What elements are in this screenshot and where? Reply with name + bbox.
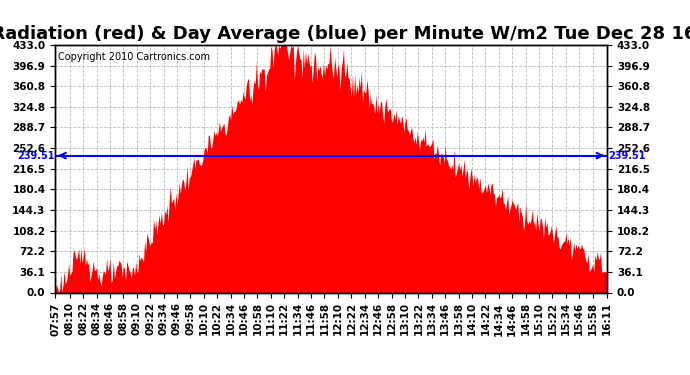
Text: 239.51: 239.51: [608, 151, 645, 160]
Text: Copyright 2010 Cartronics.com: Copyright 2010 Cartronics.com: [58, 53, 210, 62]
Title: Solar Radiation (red) & Day Average (blue) per Minute W/m2 Tue Dec 28 16:13: Solar Radiation (red) & Day Average (blu…: [0, 26, 690, 44]
Text: 239.51: 239.51: [17, 151, 55, 160]
